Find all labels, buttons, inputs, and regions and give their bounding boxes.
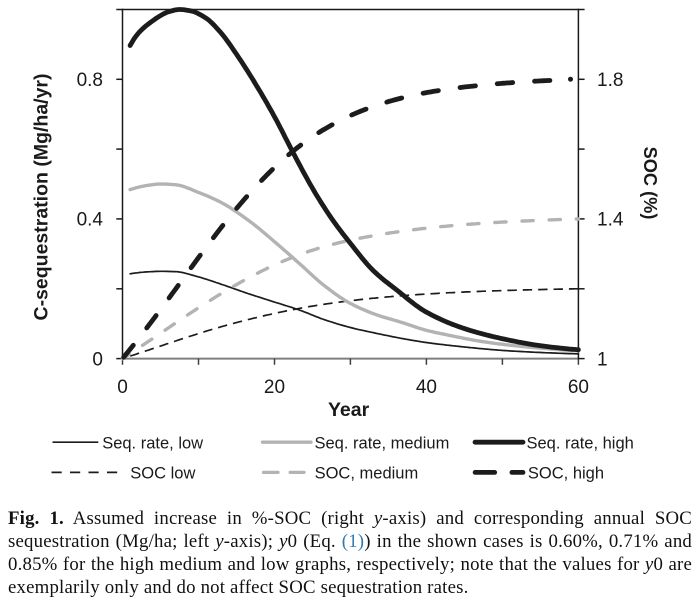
svg-text:60: 60: [568, 377, 589, 398]
svg-text:Seq. rate, medium: Seq. rate, medium: [315, 434, 450, 452]
svg-text:0.4: 0.4: [77, 210, 104, 231]
svg-text:0.8: 0.8: [77, 70, 103, 91]
svg-text:1.8: 1.8: [597, 70, 623, 91]
svg-text:SOC, high: SOC, high: [528, 465, 604, 483]
svg-text:Seq. rate, high: Seq. rate, high: [527, 434, 634, 452]
svg-text:40: 40: [416, 377, 437, 398]
svg-text:0: 0: [92, 349, 103, 370]
svg-text:SOC (%): SOC (%): [640, 147, 660, 220]
svg-text:Seq. rate, low: Seq. rate, low: [102, 434, 203, 452]
svg-text:1.4: 1.4: [597, 210, 624, 231]
svg-text:Year: Year: [328, 399, 370, 421]
svg-text:1: 1: [597, 349, 608, 370]
svg-text:C-sequestration (Mg/ha/yr): C-sequestration (Mg/ha/yr): [31, 73, 53, 320]
svg-text:SOC low: SOC low: [130, 465, 195, 483]
svg-text:0: 0: [117, 377, 128, 398]
svg-text:20: 20: [264, 377, 285, 398]
svg-text:SOC, medium: SOC, medium: [315, 465, 419, 483]
